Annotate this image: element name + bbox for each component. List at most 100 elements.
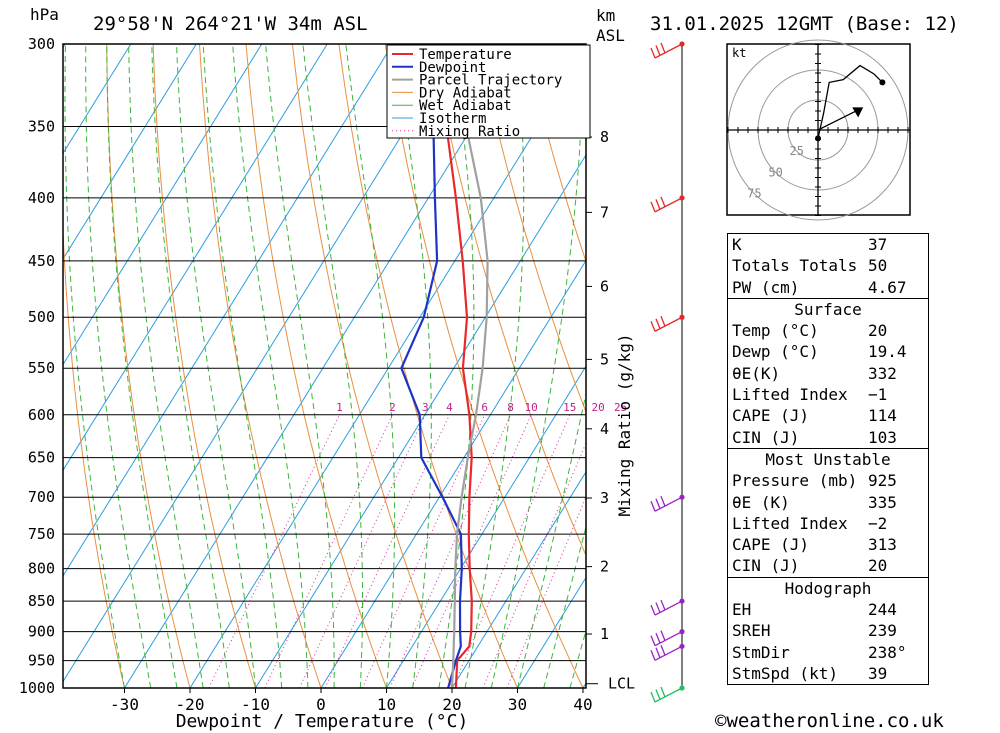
barb-flag xyxy=(655,602,661,613)
wind-barb xyxy=(650,315,683,332)
isotherm-line xyxy=(63,44,459,683)
barb-flag xyxy=(660,315,666,327)
datetime-title: 31.01.2025 12GMT (Base: 12) xyxy=(650,13,959,35)
km-tick-label: 6 xyxy=(600,277,609,295)
wet-adiabat-line xyxy=(151,44,230,688)
mixing-ratio-line xyxy=(324,414,450,688)
wind-barb xyxy=(650,686,683,703)
stat-row: θE(K) 332 xyxy=(732,363,897,383)
barb-flag xyxy=(655,632,661,644)
isotherm-line xyxy=(63,44,394,577)
stats-most-unstable: Most Unstable Pressure (mb) 925 θE (K) 335… xyxy=(728,447,928,577)
barb-flag xyxy=(660,42,666,54)
barb-flag xyxy=(655,318,661,329)
wet-adiabat-line xyxy=(232,44,309,688)
stat-row: SREH 239 xyxy=(732,621,897,641)
mixing-ratio-label: 6 xyxy=(481,401,488,414)
barb-staff xyxy=(654,600,683,616)
wind-barbs xyxy=(650,41,685,703)
pressure-tick-label: 600 xyxy=(28,406,55,424)
mixing-ratio-line xyxy=(264,414,393,688)
barb-flag xyxy=(655,498,661,509)
pressure-tick-label: 900 xyxy=(28,623,55,641)
mixing-ratio-label: 10 xyxy=(525,401,538,414)
barb-flag xyxy=(655,647,661,659)
barb-flag xyxy=(655,689,661,700)
asl-label: ASL xyxy=(596,26,625,45)
wind-level-dot xyxy=(679,195,685,201)
stat-row: Temp (°C) 20 xyxy=(732,321,888,341)
pressure-tick-label: 400 xyxy=(28,189,55,207)
plot-frame xyxy=(62,43,587,689)
km-tick-label: 2 xyxy=(600,558,609,576)
legend-entry: Temperature xyxy=(419,47,512,63)
pressure-tick-label: 1000 xyxy=(19,679,55,697)
mixing-ratio-line xyxy=(299,414,426,688)
wet-adiabat-line xyxy=(85,44,152,688)
x-tick-label: 0 xyxy=(316,695,326,714)
wind-barb xyxy=(650,42,683,59)
pressure-tick-label: 350 xyxy=(28,117,55,135)
stat-row-pw: PW (cm) 4.67 xyxy=(732,277,907,297)
mixing-ratio-label: 4 xyxy=(446,401,453,414)
dry-adiabat-line xyxy=(199,44,322,688)
profile-traces xyxy=(400,44,489,688)
legend-entry: Parcel Trajectory xyxy=(419,73,562,89)
stats-surface: Surface Temp (°C) 20 Dewp (°C) 19.4 θE(K) 3… xyxy=(728,297,928,448)
pressure-tick-label: 550 xyxy=(28,359,55,377)
legend-entry: Isotherm xyxy=(419,111,486,127)
km-tick-label: 1 xyxy=(600,625,609,643)
lcl-label: LCL xyxy=(608,675,635,693)
mixing-ratio-label: 20 xyxy=(591,401,604,414)
mixing-ratio-label: 8 xyxy=(507,401,514,414)
stat-row: CAPE (J) 114 xyxy=(732,406,897,426)
x-tick-label: 10 xyxy=(377,695,396,714)
stat-row-k: K 37 xyxy=(732,235,888,254)
wet-adiabat-line xyxy=(569,628,586,688)
hodograph-trace xyxy=(817,64,883,139)
dry-adiabat-line xyxy=(63,220,125,688)
x-tick-label: 30 xyxy=(508,695,527,714)
legend-entry: Mixing Ratio xyxy=(419,124,520,140)
series-temperature xyxy=(433,44,473,688)
isotherm-line xyxy=(320,259,586,688)
km-tick-label: 3 xyxy=(600,489,609,507)
stat-row: CIN (J) 20 xyxy=(732,556,888,576)
hodograph-end-dot xyxy=(879,79,886,86)
barb-staff xyxy=(654,645,683,661)
km-tick-label: 8 xyxy=(600,128,609,146)
stat-row: EH 244 xyxy=(732,600,897,620)
mixing-ratio-label: 1 xyxy=(336,401,343,414)
hodograph-ring-label: 25 xyxy=(790,144,804,158)
mixing-ratio-label: 15 xyxy=(563,401,576,414)
plot-axes: 1 2 3 4 6 8 10 15 20 2530035040045050055060065070… xyxy=(19,35,635,714)
stat-row: Lifted Index −1 xyxy=(732,385,888,405)
x-tick-label: -10 xyxy=(241,695,270,714)
pressure-tick-label: 850 xyxy=(28,592,55,610)
stat-row: CAPE (J) 313 xyxy=(732,535,897,555)
mixing-ratio-label: 3 xyxy=(422,401,429,414)
isotherm-line xyxy=(451,470,586,688)
pressure-unit-label: hPa xyxy=(30,5,59,24)
wind-barb xyxy=(650,599,683,616)
barb-flag xyxy=(660,196,666,208)
plot-grid xyxy=(63,44,586,688)
km-tick-label: 7 xyxy=(600,203,609,221)
x-tick-label: 40 xyxy=(573,695,592,714)
barb-flag xyxy=(655,45,661,56)
barb-staff xyxy=(654,496,683,512)
pressure-tick-label: 950 xyxy=(28,652,55,670)
stats-table: K 37 Totals Totals 50 PW (cm) 4.67 Surface … xyxy=(727,233,929,686)
dry-adiabat-line xyxy=(338,44,518,688)
storm-motion-vector xyxy=(817,109,858,131)
stat-row-totals: Totals Totals 50 xyxy=(732,256,888,276)
stat-row: Lifted Index −2 xyxy=(732,513,888,533)
barb-flag xyxy=(650,650,656,661)
wet-adiabat-line xyxy=(202,44,283,688)
series-dewpoint xyxy=(400,44,463,688)
pressure-tick-label: 450 xyxy=(28,252,55,270)
legend-entry: Dry Adiabat xyxy=(419,85,512,101)
stats-indices: K 37 Totals Totals 50 PW (cm) 4.67 xyxy=(728,234,928,298)
